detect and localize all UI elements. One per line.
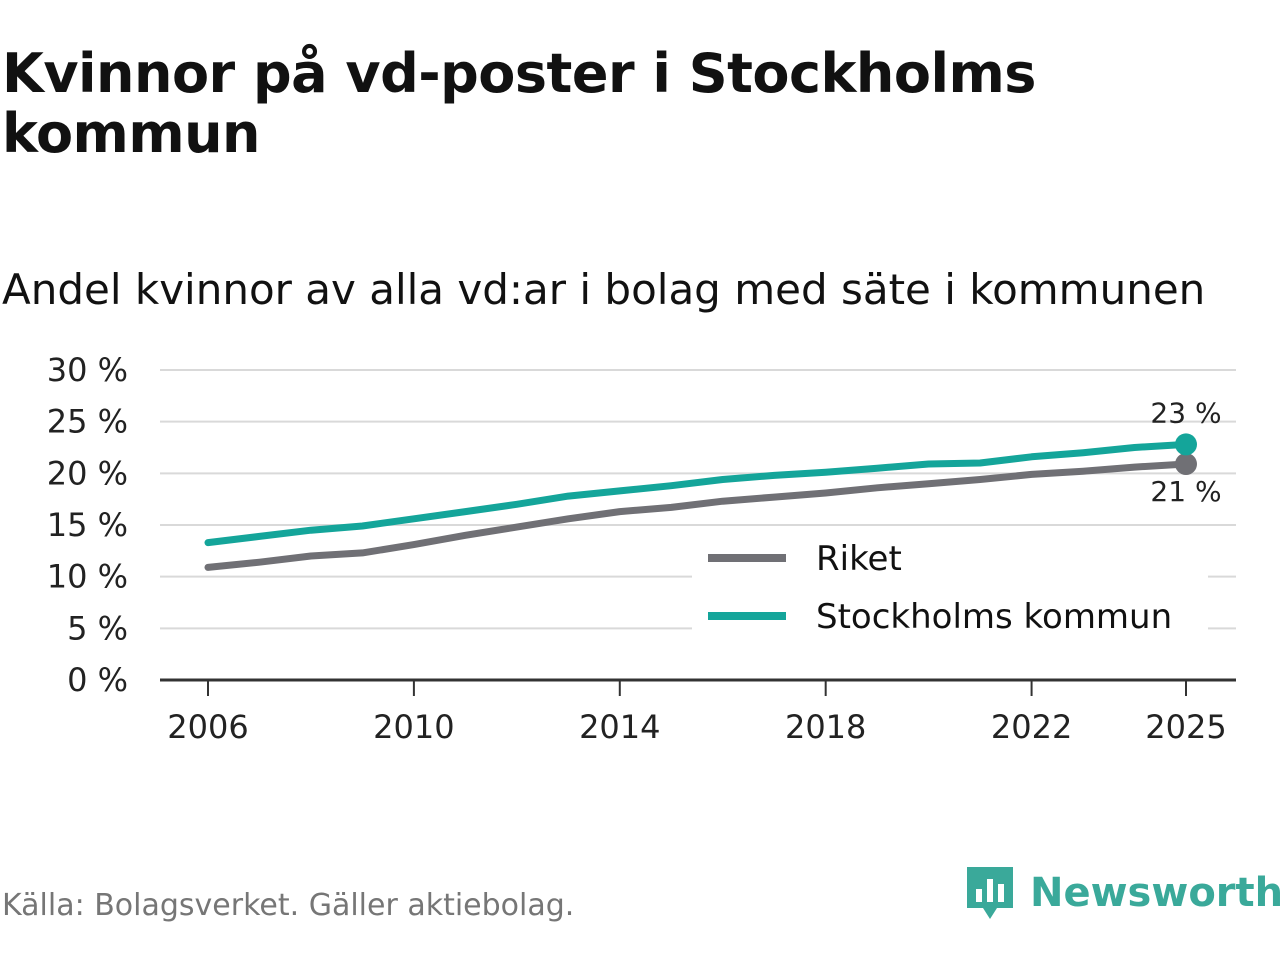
x-tick-label: 2010: [373, 708, 454, 746]
end-point-marker: [1175, 453, 1197, 476]
x-tick-label: 2006: [167, 708, 248, 746]
line-chart: 0 % 5 % 10 % 15 % 20 % 25 % 30 % 2006 2010 2014 20…: [47, 351, 1236, 746]
chart-subtitle: Andel kvinnor av alla vd:ar i bolag med …: [2, 265, 1206, 314]
y-tick-label: 20 %: [47, 454, 128, 492]
x-tick-label: 2014: [579, 708, 660, 746]
x-tick-label: 2022: [991, 708, 1072, 746]
legend-label: Riket: [816, 539, 902, 579]
x-tick-label: 2018: [785, 708, 866, 746]
y-tick-label: 15 %: [47, 506, 128, 544]
brand-name: Newsworthy: [1030, 870, 1280, 916]
y-tick-label: 30 %: [47, 351, 128, 389]
end-point-marker: [1175, 433, 1197, 456]
y-tick-label: 10 %: [47, 558, 128, 596]
legend-label: Stockholms kommun: [816, 597, 1172, 637]
source-note: Källa: Bolagsverket. Gäller aktiebolag.: [2, 888, 575, 923]
newsworthy-logo-icon: [967, 867, 1013, 919]
end-value-label: 23 %: [1150, 396, 1221, 429]
y-tick-label: 0 %: [67, 661, 128, 699]
chart-title: Kvinnor på vd-poster i Stockholms kommun: [2, 42, 1036, 165]
brand-logo: Newsworthy: [964, 864, 1280, 922]
y-tick-label: 5 %: [67, 609, 128, 647]
y-tick-label: 25 %: [47, 403, 128, 441]
x-tick-label: 2025: [1145, 708, 1226, 746]
series-line-stockholms-kommun: [204, 440, 1190, 547]
series-line-riket: [204, 460, 1190, 571]
end-value-label: 21 %: [1150, 475, 1221, 508]
